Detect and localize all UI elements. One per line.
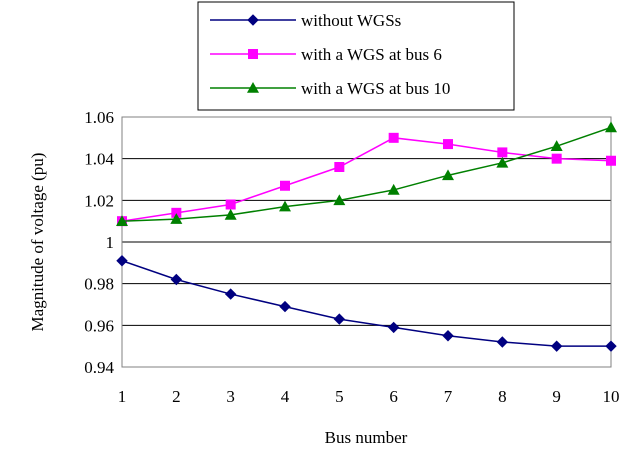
legend: without WGSs with a WGS at bus 6 with a WG… [197,1,515,111]
data-point [279,200,291,212]
data-point [388,132,399,143]
data-point [605,121,617,133]
data-point [551,153,562,164]
series-line [121,126,612,222]
series-line [121,260,611,347]
plot-area [121,116,612,368]
data-point [279,300,291,313]
data-point [387,321,400,334]
x-tick-label: 2 [172,387,181,406]
data-point [387,183,400,195]
data-point [605,340,617,352]
x-tick-label: 9 [552,387,561,406]
legend-label: with a WGS at bus 10 [301,79,450,98]
legend-marker [247,82,259,93]
y-tick-label: 1.04 [84,150,114,169]
data-point [116,255,128,267]
data-point [225,199,236,210]
data-point [170,213,183,224]
y-tick-label: 0.96 [84,316,114,335]
y-axis: 0.94 0.96 0.98 1 1.02 1.04 1.06 [84,108,114,377]
data-point [224,208,237,220]
x-tick-label: 6 [389,387,398,406]
x-tick-label: 8 [498,387,507,406]
data-point [496,156,509,168]
data-point [442,330,454,342]
data-point [550,140,563,151]
x-tick-label: 1 [118,387,127,406]
y-tick-label: 1.02 [84,191,114,210]
data-point [116,215,128,226]
data-point [333,194,346,206]
y-tick-label: 1.06 [84,108,114,127]
data-point [550,340,563,352]
x-tick-label: 7 [444,387,453,406]
x-axis: 1 2 3 4 5 6 7 8 9 10 [118,387,620,406]
series-layer [116,121,617,352]
series-line [121,137,612,222]
y-tick-label: 1 [106,233,115,252]
y-tick-label: 0.94 [84,358,114,377]
data-point [171,207,182,218]
x-axis-label: Bus number [325,428,408,447]
data-point [497,147,508,158]
data-point [280,180,290,191]
data-point [442,169,454,181]
x-tick-label: 4 [281,387,290,406]
data-point [334,162,345,172]
y-axis-label: Magnitude of voltage (pu) [28,153,47,332]
data-point [333,313,346,325]
legend-marker [248,49,258,59]
legend-label: without WGSs [301,11,401,30]
y-tick-label: 0.98 [84,275,114,294]
data-point [224,288,237,300]
x-tick-label: 3 [226,387,235,406]
data-point [170,273,183,286]
data-point [606,155,616,166]
x-tick-label: 10 [603,387,620,406]
x-tick-label: 5 [335,387,344,406]
legend-label: with a WGS at bus 6 [301,45,442,64]
grid [122,158,611,326]
data-point [496,336,509,348]
legend-marker [247,14,259,26]
data-point [443,139,453,150]
